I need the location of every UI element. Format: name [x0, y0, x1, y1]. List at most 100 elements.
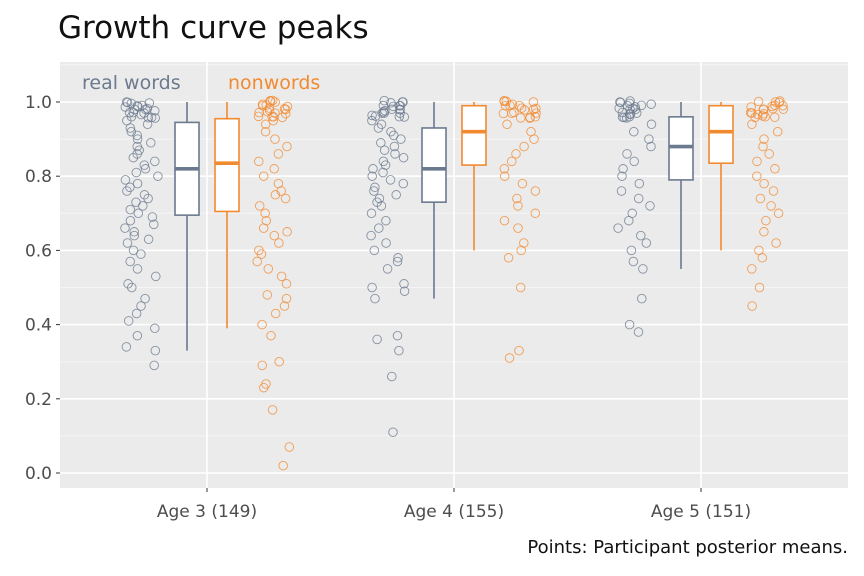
- data-point: [528, 97, 539, 107]
- data-point: [151, 271, 161, 282]
- data-point: [382, 264, 393, 274]
- data-point: [526, 126, 536, 137]
- data-point: [368, 164, 378, 174]
- data-point: [140, 293, 150, 304]
- data-point: [641, 238, 652, 248]
- data-point: [378, 167, 388, 178]
- data-point: [770, 164, 780, 174]
- data-point: [516, 245, 526, 256]
- box: [708, 104, 734, 165]
- data-point: [775, 96, 785, 106]
- data-point: [370, 182, 380, 193]
- data-point: [270, 108, 280, 118]
- data-point: [374, 223, 384, 233]
- data-point: [761, 215, 771, 226]
- data-point: [150, 113, 160, 123]
- data-point: [373, 123, 384, 133]
- data-point: [398, 178, 409, 189]
- data-point: [131, 197, 141, 207]
- data-point: [126, 126, 137, 137]
- data-point: [616, 186, 627, 196]
- data-point: [530, 186, 541, 196]
- data-point: [150, 323, 160, 334]
- data-point: [513, 223, 523, 233]
- data-point: [266, 330, 276, 341]
- data-point: [129, 230, 140, 241]
- data-point: [143, 193, 153, 204]
- data-point: [501, 96, 512, 107]
- data-point: [754, 245, 764, 256]
- y-tick-label: 0.0: [25, 464, 52, 484]
- data-point: [143, 234, 154, 245]
- data-point: [149, 219, 159, 230]
- data-point: [252, 256, 262, 267]
- data-point: [263, 264, 274, 274]
- data-point: [629, 156, 639, 167]
- data-point: [614, 103, 624, 114]
- data-point: [125, 204, 136, 215]
- data-point: [261, 379, 271, 389]
- data-point: [120, 175, 131, 185]
- data-point: [626, 245, 637, 256]
- data-point: [262, 290, 273, 300]
- data-point: [278, 460, 288, 471]
- data-point: [758, 141, 768, 152]
- data-point: [627, 208, 637, 219]
- y-tick-label: 0.4: [25, 316, 52, 336]
- x-tick-label: Age 4 (155): [404, 502, 504, 522]
- data-point: [378, 156, 389, 167]
- data-point: [381, 238, 391, 248]
- data-point: [778, 104, 789, 115]
- data-point: [267, 405, 278, 415]
- data-point: [772, 126, 783, 137]
- data-point: [260, 119, 271, 130]
- data-point: [274, 356, 284, 367]
- data-point: [757, 111, 768, 121]
- data-point: [519, 141, 529, 152]
- data-point: [747, 264, 757, 274]
- data-point: [398, 152, 409, 163]
- data-point: [132, 264, 143, 274]
- data-point: [499, 171, 510, 181]
- data-point: [617, 171, 627, 181]
- data-point: [133, 101, 143, 112]
- data-point: [379, 95, 390, 106]
- data-point: [261, 215, 272, 226]
- legend-entry-real-words: real words: [82, 72, 181, 94]
- y-tick-label: 0.8: [25, 167, 52, 187]
- data-point: [260, 126, 271, 137]
- box: [214, 117, 240, 213]
- data-point: [122, 97, 133, 108]
- data-point: [386, 98, 396, 108]
- data-point: [746, 102, 756, 112]
- data-point: [386, 126, 396, 137]
- data-point: [280, 108, 291, 119]
- data-point: [530, 208, 541, 219]
- data-point: [269, 164, 279, 174]
- data-point: [136, 249, 146, 259]
- data-point: [281, 293, 292, 304]
- data-point: [146, 138, 156, 148]
- data-point: [380, 105, 390, 116]
- data-point: [132, 178, 143, 189]
- y-tick-label: 1.0: [25, 93, 52, 113]
- data-point: [282, 101, 293, 112]
- data-point: [506, 156, 517, 167]
- data-point: [613, 223, 623, 233]
- data-point: [770, 97, 781, 107]
- data-point: [276, 271, 287, 282]
- data-point: [515, 282, 526, 293]
- data-point: [281, 279, 292, 289]
- data-point: [129, 227, 139, 237]
- data-point: [615, 97, 626, 108]
- data-point: [282, 141, 292, 152]
- data-point: [394, 345, 404, 356]
- data-point: [131, 167, 142, 178]
- data-point: [369, 245, 380, 256]
- box: [668, 116, 694, 181]
- data-point: [646, 141, 656, 152]
- data-point: [150, 345, 161, 356]
- data-point: [367, 171, 377, 181]
- data-point: [277, 112, 288, 123]
- data-point: [254, 156, 264, 167]
